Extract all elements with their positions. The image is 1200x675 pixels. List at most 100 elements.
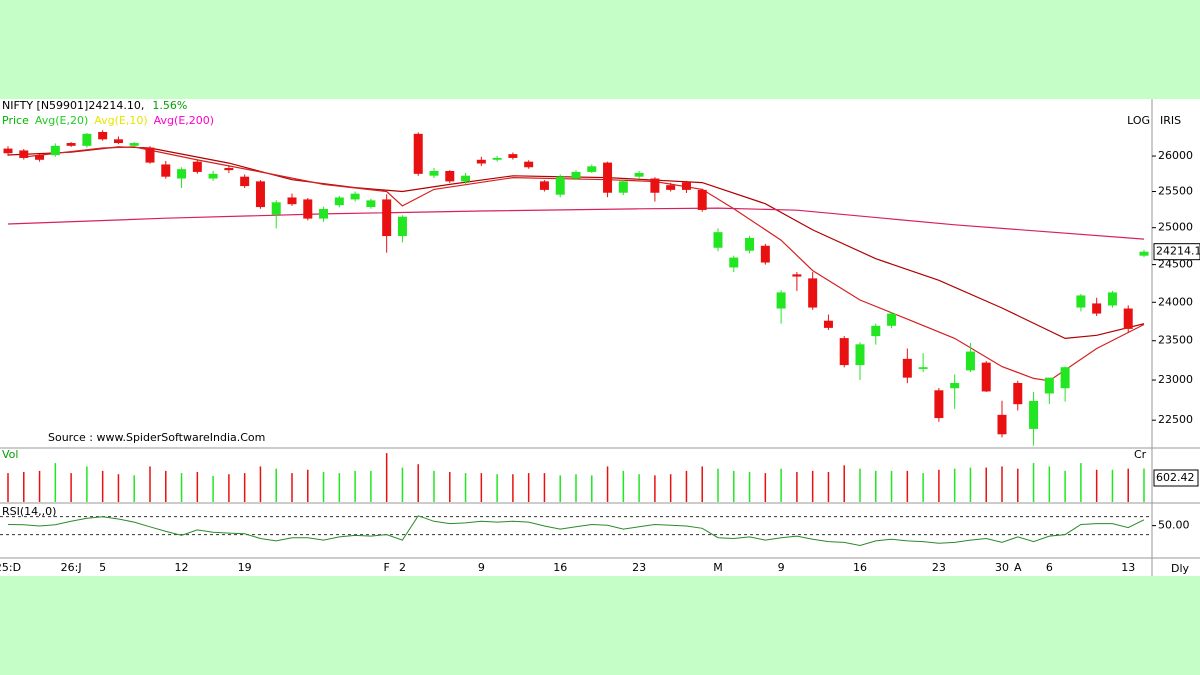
candle-body — [366, 200, 376, 208]
period-label: Dly — [1171, 562, 1190, 575]
candle-body — [271, 202, 281, 215]
candle-body — [161, 164, 171, 177]
volume-last-label: 602.42 — [1156, 471, 1195, 484]
candle-body — [713, 232, 723, 248]
symbol: NIFTY [N59901]24214.10, — [2, 99, 144, 112]
candle-body — [350, 193, 360, 200]
candle-body — [1044, 377, 1054, 394]
y-tick-label: 26000 — [1158, 149, 1193, 162]
candle-body — [113, 139, 123, 144]
x-tick-label: F — [384, 561, 390, 574]
candle-body — [19, 150, 29, 158]
candle-body — [1092, 303, 1102, 314]
candle-body — [776, 292, 786, 309]
candle-body — [981, 362, 991, 392]
volume-title: Vol — [2, 448, 18, 461]
candle-body — [1013, 382, 1023, 405]
scale-label: LOG — [1127, 114, 1150, 127]
x-tick-label: 6 — [1046, 561, 1053, 574]
candle-body — [729, 257, 739, 268]
x-tick-label: M — [713, 561, 723, 574]
rsi-title: RSI(14,,0) — [2, 505, 56, 518]
candle-body — [177, 169, 187, 179]
legend: Price Avg(E,20) Avg(E,10) Avg(E,200) — [2, 114, 214, 127]
average-line — [23, 146, 1145, 382]
candle-body — [145, 147, 155, 163]
volume-unit: Cr — [1134, 448, 1147, 461]
chart-panel — [0, 99, 1200, 576]
candle-body — [997, 414, 1007, 435]
candle-body — [492, 157, 502, 160]
x-tick-label: A — [1014, 561, 1022, 574]
candle-body — [445, 171, 455, 182]
candle-body — [808, 278, 818, 308]
last-price: 24214.1 — [1156, 245, 1200, 258]
candle-body — [887, 313, 897, 326]
candle-body — [634, 172, 644, 177]
candle-body — [681, 182, 691, 190]
candle-body — [82, 133, 92, 146]
candle-body — [792, 274, 802, 277]
candle-body — [871, 325, 881, 337]
candle-body — [476, 159, 486, 164]
candle-body — [66, 143, 76, 146]
y-tick-label: 24500 — [1158, 258, 1193, 271]
candle-body — [240, 176, 250, 187]
x-tick-label: 2 — [399, 561, 406, 574]
candle-body — [1060, 367, 1070, 389]
x-tick-label: 5 — [99, 561, 106, 574]
candle-body — [950, 382, 960, 389]
x-tick-label: 25:D — [0, 561, 21, 574]
theme-label: IRIS — [1160, 114, 1181, 127]
candle-body — [539, 181, 549, 190]
x-tick-label: 12 — [175, 561, 189, 574]
y-tick-label: 25500 — [1158, 185, 1193, 198]
x-tick-label: 16 — [853, 561, 867, 574]
legend-entry: Avg(E,200) — [154, 114, 214, 127]
candle-body — [319, 209, 329, 219]
rsi-line — [7, 515, 1145, 547]
x-tick-label: 23 — [632, 561, 646, 574]
candle-body — [760, 245, 770, 263]
candle-body — [603, 162, 613, 193]
candle-body — [303, 199, 313, 219]
x-tick-label: 16 — [553, 561, 567, 574]
candle-body — [571, 171, 581, 179]
candle-body — [413, 133, 423, 174]
candle-body — [287, 197, 297, 205]
y-tick-label: 24000 — [1158, 295, 1193, 308]
candle-body — [587, 166, 597, 172]
legend-entry: Avg(E,20) — [35, 114, 88, 127]
candle-body — [697, 189, 707, 210]
candle-body — [508, 154, 518, 158]
candle-body — [934, 390, 944, 419]
candle-body — [224, 168, 234, 171]
candle-body — [1107, 292, 1117, 306]
candle-body — [745, 237, 755, 251]
y-tick-label: 22500 — [1158, 413, 1193, 426]
candle-body — [334, 197, 344, 206]
candle-body — [839, 338, 849, 366]
candle-body — [650, 178, 660, 193]
candle-body — [35, 155, 45, 160]
candle-body — [555, 176, 565, 195]
candle-body — [1139, 251, 1149, 256]
candle-body — [855, 344, 865, 366]
candle-body — [918, 367, 928, 369]
candle-body — [902, 358, 912, 378]
candle-body — [1123, 308, 1133, 329]
x-tick-label: 23 — [932, 561, 946, 574]
y-tick-label: 23000 — [1158, 373, 1193, 386]
y-tick-label: 25000 — [1158, 221, 1193, 234]
y-tick-label: 23500 — [1158, 334, 1193, 347]
change: 1.56% — [152, 99, 187, 112]
average-line — [7, 207, 1145, 240]
candle-body — [429, 171, 439, 176]
candle-body — [98, 131, 108, 140]
candle-body — [192, 161, 202, 172]
candle-body — [3, 148, 13, 154]
candle-body — [382, 199, 392, 237]
x-tick-label: 13 — [1121, 561, 1135, 574]
